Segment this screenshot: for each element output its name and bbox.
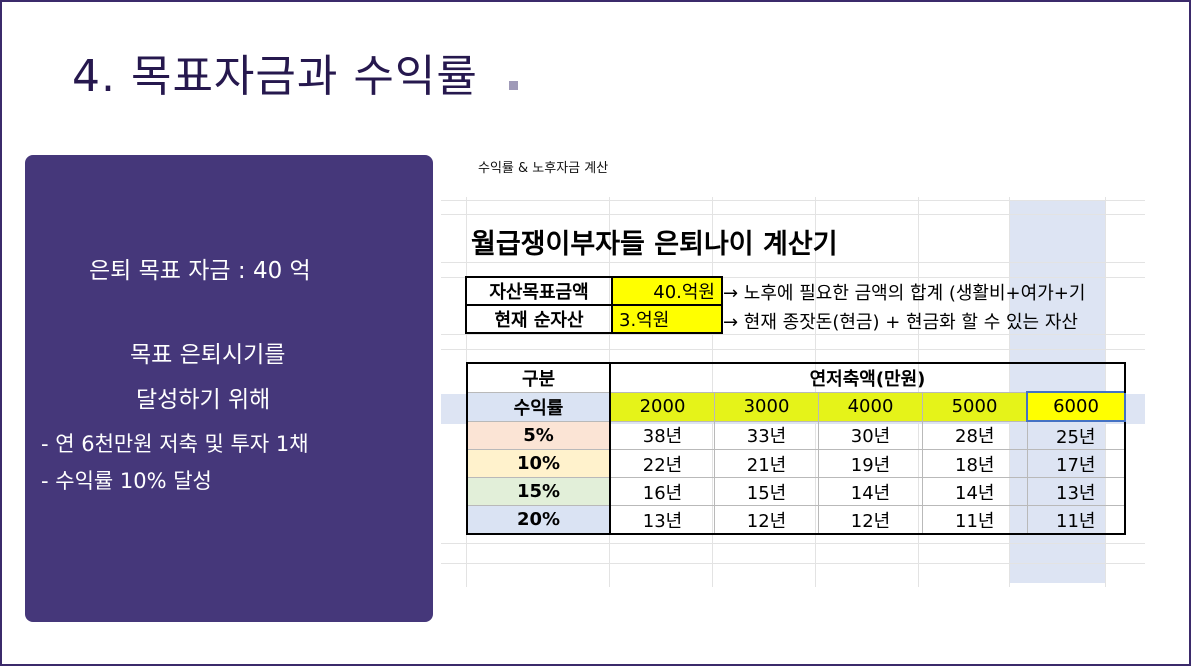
asset-goal-note: → 노후에 필요한 금액의 합계 (생활비+여가+기 bbox=[723, 283, 1086, 304]
table-row: 5% 38년 33년 30년 28년 25년 bbox=[466, 420, 1126, 450]
savings-cell[interactable]: 5000 bbox=[922, 391, 1028, 422]
years-cell[interactable]: 18년 bbox=[922, 449, 1028, 478]
retirement-years-table: 구분 연저축액(만원) 수익률 2000 3000 4000 5000 6000… bbox=[466, 362, 1126, 535]
years-cell[interactable]: 13년 bbox=[609, 505, 715, 535]
savings-cell[interactable]: 2000 bbox=[609, 391, 715, 422]
years-cell[interactable]: 30년 bbox=[818, 420, 923, 450]
years-cell[interactable]: 14년 bbox=[922, 477, 1028, 506]
goal-bullet-1: - 연 6천만원 저축 및 투자 1채 bbox=[41, 432, 309, 456]
years-cell[interactable]: 28년 bbox=[922, 420, 1028, 450]
asset-info-table: 자산목표금액 40.억원 현재 순자산 3.억원 bbox=[465, 276, 723, 334]
years-cell[interactable]: 11년 bbox=[922, 505, 1028, 535]
years-cell[interactable]: 33년 bbox=[714, 420, 819, 450]
corner-label: 구분 bbox=[466, 362, 611, 393]
table-row: 20% 13년 12년 12년 11년 11년 bbox=[466, 505, 1126, 535]
summary-panel: 은퇴 목표 자금 : 40 억 목표 은퇴시기를 달성하기 위해 - 연 6천만… bbox=[25, 155, 433, 622]
years-cell[interactable]: 15년 bbox=[714, 477, 819, 506]
net-asset-value[interactable]: 3.억원 bbox=[611, 304, 723, 334]
savings-cell-selected[interactable]: 6000 bbox=[1026, 391, 1126, 422]
rate-cell: 20% bbox=[466, 505, 611, 535]
calculator-title: 월급쟁이부자들 은퇴나이 계산기 bbox=[471, 229, 838, 260]
goal-line-1: 목표 은퇴시기를 bbox=[130, 342, 286, 368]
sheet-caption: 수익률 & 노후자금 계산 bbox=[478, 161, 609, 176]
years-cell[interactable]: 13년 bbox=[1026, 477, 1126, 506]
rate-header: 수익률 bbox=[466, 391, 611, 422]
spreadsheet-screenshot: 월급쟁이부자들 은퇴나이 계산기 자산목표금액 40.억원 현재 순자산 3.억… bbox=[441, 197, 1145, 587]
years-cell[interactable]: 17년 bbox=[1026, 449, 1126, 478]
years-cell[interactable]: 11년 bbox=[1026, 505, 1126, 535]
years-cell[interactable]: 25년 bbox=[1026, 420, 1126, 450]
asset-goal-label: 자산목표금액 bbox=[465, 276, 613, 306]
years-cell[interactable]: 16년 bbox=[609, 477, 715, 506]
table-row: 10% 22년 21년 19년 18년 17년 bbox=[466, 449, 1126, 478]
net-asset-label: 현재 순자산 bbox=[465, 304, 613, 334]
years-cell[interactable]: 12년 bbox=[818, 505, 923, 535]
years-cell[interactable]: 19년 bbox=[818, 449, 923, 478]
asset-goal-value[interactable]: 40.억원 bbox=[611, 276, 723, 306]
net-asset-note: → 현재 종잣돈(현금) + 현금화 할 수 있는 자산 bbox=[723, 312, 1078, 333]
goal-bullet-2: - 수익률 10% 달성 bbox=[41, 469, 212, 493]
rate-cell: 10% bbox=[466, 449, 611, 478]
rate-cell: 5% bbox=[466, 420, 611, 450]
goal-line-2: 달성하기 위해 bbox=[136, 387, 271, 413]
savings-cell[interactable]: 3000 bbox=[714, 391, 819, 422]
savings-cell[interactable]: 4000 bbox=[818, 391, 923, 422]
years-cell[interactable]: 22년 bbox=[609, 449, 715, 478]
savings-group-header: 연저축액(만원) bbox=[609, 362, 1126, 393]
slide-title: 4. 목표자금과 수익률 bbox=[72, 51, 478, 102]
years-cell[interactable]: 14년 bbox=[818, 477, 923, 506]
years-cell[interactable]: 21년 bbox=[714, 449, 819, 478]
retirement-goal-text: 은퇴 목표 자금 : 40 억 bbox=[89, 258, 311, 284]
years-cell[interactable]: 38년 bbox=[609, 420, 715, 450]
table-row: 15% 16년 15년 14년 14년 13년 bbox=[466, 477, 1126, 506]
title-accent-dot bbox=[509, 81, 518, 90]
rate-cell: 15% bbox=[466, 477, 611, 506]
years-cell[interactable]: 12년 bbox=[714, 505, 819, 535]
